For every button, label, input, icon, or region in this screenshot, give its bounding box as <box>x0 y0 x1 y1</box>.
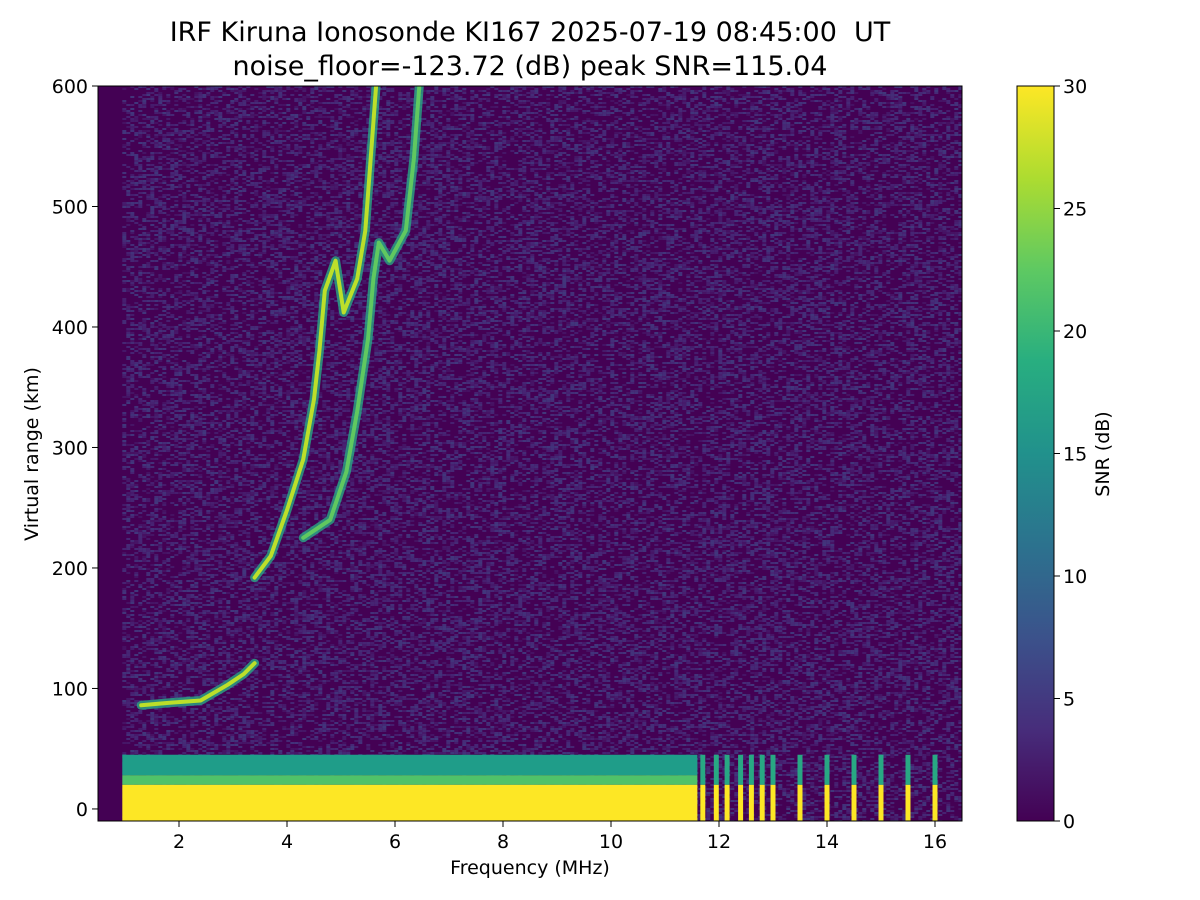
pulse-column-top <box>759 754 765 785</box>
y-tick-label: 300 <box>52 437 88 459</box>
colorbar-tick-label: 15 <box>1063 444 1087 466</box>
x-tick-label: 14 <box>815 831 839 853</box>
pulse-column <box>700 784 706 821</box>
colorbar-ticks: 0 5 10 15 20 25 30 <box>1054 76 1087 833</box>
noise-field <box>122 86 962 821</box>
pulse-column-top <box>713 754 719 785</box>
chart-title-line1: IRF Kiruna Ionosonde KI167 2025-07-19 08… <box>98 18 962 48</box>
y-axis-label: Virtual range (km) <box>21 367 43 541</box>
pulse-column-top <box>748 754 754 785</box>
pulse-column-top <box>700 754 706 785</box>
x-tick-label: 10 <box>599 831 623 853</box>
colorbar-tick-label: 10 <box>1063 566 1087 588</box>
colorbar-tick-label: 30 <box>1063 76 1087 98</box>
colorbar-tick-label: 20 <box>1063 321 1087 343</box>
pulse-column <box>713 784 719 821</box>
y-tick-label: 0 <box>76 799 88 821</box>
echo-trace <box>250 86 381 583</box>
pulse-column <box>824 784 830 821</box>
pulse-column <box>905 784 911 821</box>
pulse-column <box>851 784 857 821</box>
echo-trace <box>136 658 260 710</box>
plot-frame <box>97 85 963 822</box>
echo-trace <box>298 86 424 543</box>
x-tick-label: 4 <box>281 831 293 853</box>
y-tick-label: 200 <box>52 558 88 580</box>
interference-band <box>122 754 698 821</box>
plot-area <box>98 86 962 821</box>
y-axis: 0 100 200 300 400 500 600 <box>52 76 98 821</box>
y-tick-label: 500 <box>52 196 88 218</box>
pulse-column-top <box>878 754 884 785</box>
pulse-column-top <box>851 754 857 785</box>
pulse-column-top <box>824 754 830 785</box>
x-tick-label: 6 <box>389 831 401 853</box>
pulse-column-top <box>724 754 730 785</box>
pulse-column-top <box>738 754 744 785</box>
pulse-column <box>759 784 765 821</box>
pulse-column <box>748 784 754 821</box>
x-axis: 2 4 6 8 10 12 14 16 <box>173 821 947 853</box>
y-tick-label: 600 <box>52 76 88 98</box>
pulse-column-top <box>797 754 803 785</box>
pulse-column <box>878 784 884 821</box>
pulse-column-top <box>905 754 911 785</box>
pulse-column <box>797 784 803 821</box>
x-axis-label: Frequency (MHz) <box>450 857 610 879</box>
y-tick-label: 100 <box>52 678 88 700</box>
colorbar-tick-label: 5 <box>1063 689 1075 711</box>
y-tick-label: 400 <box>52 317 88 339</box>
x-tick-label: 16 <box>923 831 947 853</box>
x-tick-label: 8 <box>497 831 509 853</box>
pulse-column-top <box>770 754 776 785</box>
x-tick-label: 12 <box>707 831 731 853</box>
colorbar-tick-label: 25 <box>1063 199 1087 221</box>
colorbar <box>1016 85 1055 822</box>
pulse-column <box>738 784 744 821</box>
colorbar-gradient <box>1016 85 1055 822</box>
pulse-column <box>932 784 938 821</box>
pulse-column <box>770 784 776 821</box>
pulse-column-top <box>932 754 938 785</box>
colorbar-label: SNR (dB) <box>1092 411 1114 496</box>
colorbar-tick-label: 0 <box>1063 811 1075 833</box>
chart-title-line2: noise_floor=-123.72 (dB) peak SNR=115.04 <box>98 52 962 82</box>
x-tick-label: 2 <box>173 831 185 853</box>
pulse-column <box>724 784 730 821</box>
